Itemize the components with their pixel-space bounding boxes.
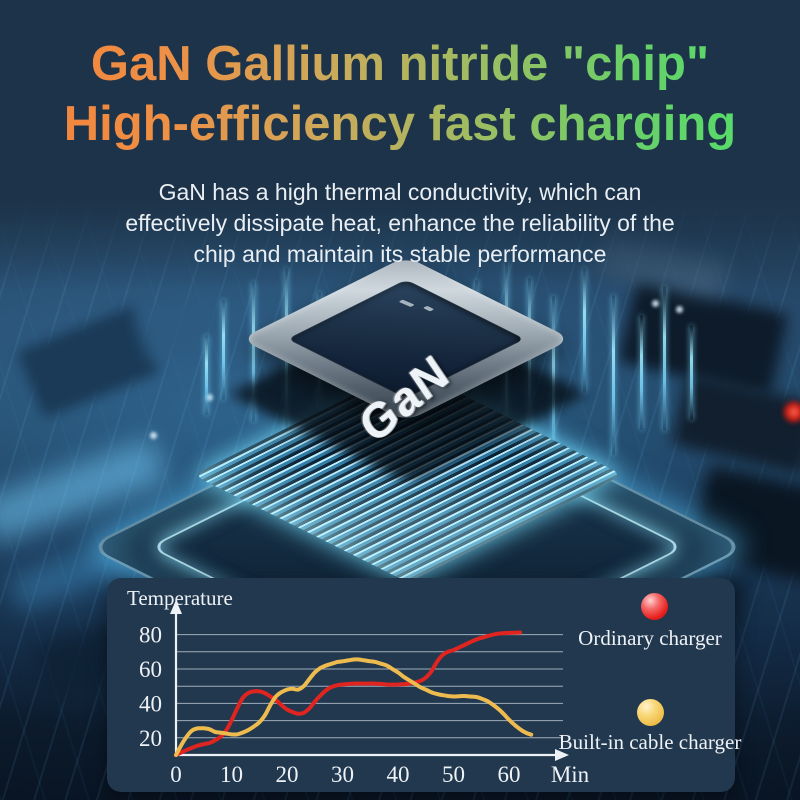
x-axis-unit-label: Min xyxy=(551,762,590,787)
x-tick-30: 30 xyxy=(331,762,354,787)
x-tick-60: 60 xyxy=(498,762,521,787)
x-tick-20: 20 xyxy=(276,762,299,787)
light-streak xyxy=(690,325,693,420)
board-glint xyxy=(652,300,659,307)
y-axis-arrow xyxy=(170,600,182,614)
y-tick-40: 40 xyxy=(139,691,162,716)
x-tick-40: 40 xyxy=(387,762,410,787)
y-tick-80: 80 xyxy=(139,623,162,648)
description-line-1: GaN has a high thermal conductivity, whi… xyxy=(158,179,642,205)
x-tick-50: 50 xyxy=(442,762,465,787)
description-line-3: chip and maintain its stable performance xyxy=(193,241,607,267)
chip-pin-mark xyxy=(422,305,435,312)
chip-pin-mark xyxy=(398,299,415,308)
chart-title-temperature: Temperature xyxy=(127,586,233,610)
temperature-chart-panel: Temperature 20 40 60 80 0 10 20 30 40 50 60 Min Ord… xyxy=(107,578,741,792)
x-axis-arrow xyxy=(555,749,569,761)
light-streak xyxy=(222,300,225,400)
legend-marker-ordinary-charger xyxy=(641,593,668,620)
board-glint xyxy=(676,306,683,313)
series-line-1-built-in-cable-charger xyxy=(174,657,534,757)
red-led-glow xyxy=(782,400,800,424)
description-text: GaN has a high thermal conductivity, whi… xyxy=(0,177,800,270)
headline-line-2: High-efficiency fast charging xyxy=(63,97,737,151)
x-tick-10: 10 xyxy=(220,762,243,787)
legend-marker-built-in-cable-charger xyxy=(637,699,664,726)
y-tick-60: 60 xyxy=(139,657,162,682)
legend-label-built-in-cable-charger: Built-in cable charger xyxy=(558,730,742,754)
y-tick-20: 20 xyxy=(139,726,162,751)
description-line-2: effectively dissipate heat, enhance the … xyxy=(125,210,675,236)
x-tick-0: 0 xyxy=(170,762,182,787)
legend-label-ordinary-charger: Ordinary charger xyxy=(578,626,722,650)
headline-line-1: GaN Gallium nitride "chip" xyxy=(90,37,710,91)
temperature-chart-svg: 20 40 60 80 0 10 20 30 40 50 60 Min xyxy=(139,600,590,787)
headline-title: GaN Gallium nitride "chip" High-efficien… xyxy=(0,34,800,154)
series-line-0-ordinary-charger xyxy=(174,630,523,757)
